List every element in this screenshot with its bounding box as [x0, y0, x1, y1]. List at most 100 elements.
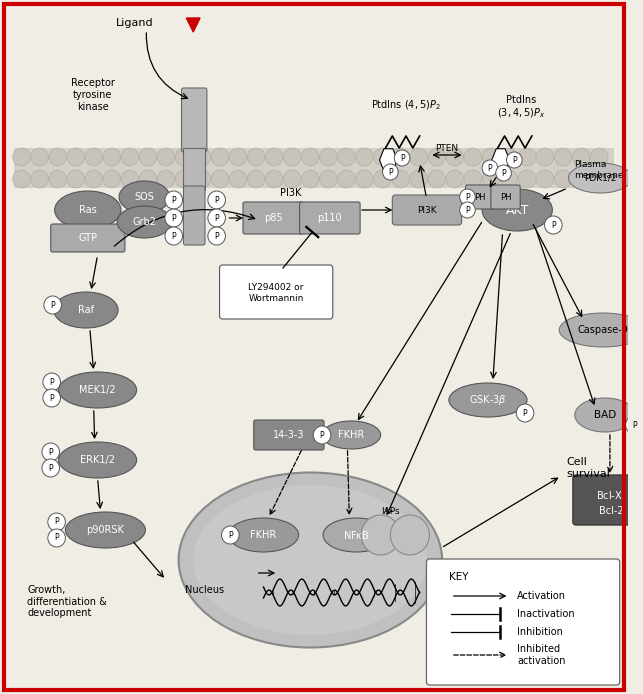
Ellipse shape [568, 163, 632, 193]
Text: PH: PH [500, 192, 511, 201]
Text: P: P [172, 196, 176, 205]
Circle shape [139, 170, 157, 188]
Circle shape [31, 170, 48, 188]
Circle shape [390, 515, 430, 555]
Ellipse shape [59, 372, 136, 408]
Circle shape [121, 170, 139, 188]
Circle shape [392, 170, 410, 188]
Text: Ligand: Ligand [116, 18, 154, 28]
Circle shape [356, 170, 374, 188]
Circle shape [13, 148, 30, 166]
Ellipse shape [117, 206, 172, 238]
Circle shape [392, 148, 410, 166]
Text: P: P [54, 518, 59, 527]
Text: Nucleus: Nucleus [185, 585, 224, 595]
Ellipse shape [119, 181, 170, 213]
Circle shape [446, 148, 464, 166]
Circle shape [266, 170, 283, 188]
Text: P: P [465, 192, 470, 201]
Text: P: P [632, 421, 637, 430]
FancyBboxPatch shape [573, 475, 643, 525]
Circle shape [590, 148, 608, 166]
Circle shape [482, 170, 500, 188]
FancyBboxPatch shape [51, 224, 125, 252]
Text: Bcl-X$_L$: Bcl-X$_L$ [595, 489, 626, 503]
Circle shape [383, 164, 398, 180]
Text: NF$\kappa$B: NF$\kappa$B [343, 529, 370, 541]
Text: MEK1/2: MEK1/2 [79, 385, 116, 395]
Circle shape [374, 170, 392, 188]
Circle shape [500, 148, 518, 166]
Circle shape [464, 148, 482, 166]
Text: LY294002 or
Wortmannin: LY294002 or Wortmannin [248, 283, 304, 303]
Circle shape [44, 296, 62, 314]
Circle shape [507, 152, 522, 168]
Text: Receptor
tyrosine
kinase: Receptor tyrosine kinase [71, 78, 114, 112]
Circle shape [554, 148, 572, 166]
Circle shape [361, 515, 400, 555]
Circle shape [536, 170, 554, 188]
Circle shape [121, 148, 139, 166]
Text: Inactivation: Inactivation [517, 609, 575, 619]
Circle shape [85, 148, 102, 166]
Circle shape [165, 191, 183, 209]
Text: P: P [400, 153, 404, 162]
Text: $(3,4,5)P_x$: $(3,4,5)P_x$ [497, 106, 545, 120]
Circle shape [313, 426, 331, 444]
Circle shape [248, 170, 265, 188]
Circle shape [572, 148, 590, 166]
Circle shape [554, 170, 572, 188]
Text: IAPs: IAPs [381, 507, 400, 516]
Text: FKHR: FKHR [250, 530, 276, 540]
Circle shape [284, 148, 301, 166]
Text: P: P [388, 167, 393, 176]
Text: p85: p85 [264, 213, 282, 223]
Circle shape [338, 148, 355, 166]
Circle shape [194, 148, 211, 166]
Circle shape [410, 170, 428, 188]
Text: P: P [54, 534, 59, 543]
Text: SOS: SOS [134, 192, 154, 202]
FancyBboxPatch shape [491, 185, 520, 209]
Text: P: P [642, 335, 643, 344]
Text: 14-3-3: 14-3-3 [273, 430, 305, 440]
Circle shape [635, 331, 643, 349]
Ellipse shape [575, 398, 635, 432]
Text: P: P [487, 164, 493, 173]
Circle shape [496, 165, 511, 181]
Circle shape [545, 216, 562, 234]
Text: PI3K: PI3K [280, 188, 302, 198]
Circle shape [500, 170, 518, 188]
Text: P: P [48, 464, 53, 473]
Bar [14, 148, 614, 188]
Circle shape [516, 404, 534, 422]
Text: P: P [214, 196, 219, 205]
FancyBboxPatch shape [466, 185, 494, 209]
Text: P: P [172, 232, 176, 241]
Text: P: P [320, 430, 324, 439]
Circle shape [103, 170, 120, 188]
Circle shape [175, 148, 193, 166]
Circle shape [208, 191, 226, 209]
Circle shape [157, 148, 175, 166]
Text: Growth,
differentiation &
development: Growth, differentiation & development [27, 585, 107, 618]
Text: P: P [48, 448, 53, 457]
Ellipse shape [55, 191, 121, 229]
Text: P: P [214, 214, 219, 223]
Circle shape [460, 202, 475, 218]
Text: PI3K: PI3K [417, 205, 437, 214]
Circle shape [67, 148, 84, 166]
Circle shape [208, 227, 226, 245]
Text: Plasma
membrane: Plasma membrane [574, 160, 623, 180]
Circle shape [31, 148, 48, 166]
Circle shape [43, 389, 60, 407]
Text: Bcl-2: Bcl-2 [599, 506, 623, 516]
Circle shape [302, 148, 319, 166]
Text: P: P [50, 393, 54, 403]
Text: P: P [512, 155, 516, 164]
Circle shape [626, 416, 643, 434]
Ellipse shape [482, 189, 552, 231]
Text: FKHR: FKHR [338, 430, 365, 440]
FancyBboxPatch shape [183, 186, 205, 245]
Ellipse shape [66, 512, 145, 548]
